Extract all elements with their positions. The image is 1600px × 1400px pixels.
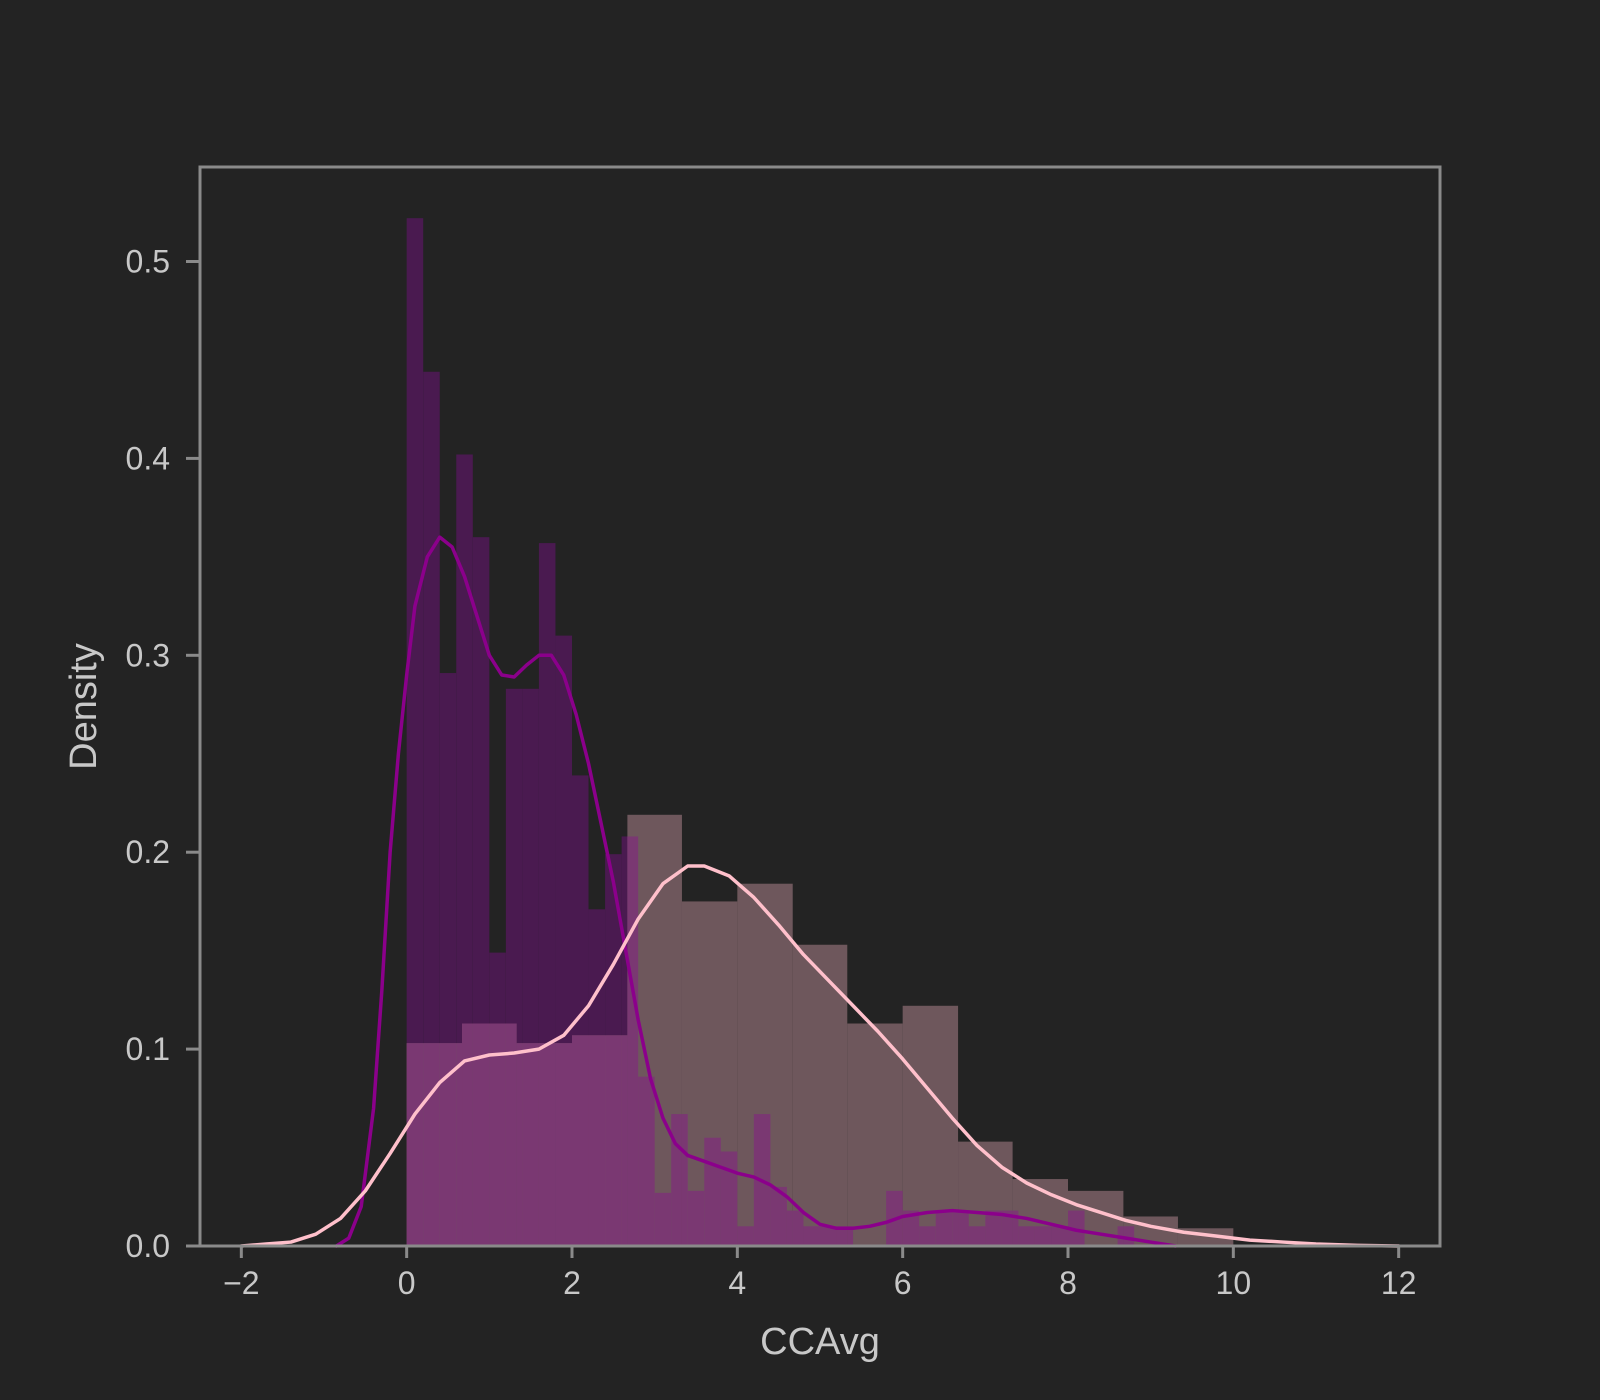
- x-tick-label: 10: [1216, 1265, 1252, 1301]
- x-tick-label: 6: [894, 1265, 912, 1301]
- hist-overlap-10-3: [555, 1043, 572, 1246]
- y-tick-label: 0.1: [126, 1031, 170, 1067]
- kde-curve-2: [239, 864, 1401, 1248]
- hist-overlap-40-12: [1051, 1226, 1068, 1246]
- x-tick-label: 12: [1381, 1265, 1417, 1301]
- hist-overlap-27-9: [847, 1226, 854, 1246]
- hist-overlap-13-4: [605, 1035, 622, 1246]
- kde-curves: [239, 535, 1401, 1248]
- hist-overlap-14-5: [627, 836, 639, 1246]
- hist-overlap-15-5: [638, 1076, 655, 1246]
- hist-overlap-24-8: [792, 1210, 804, 1246]
- hist-overlap-9-3: [538, 1043, 556, 1246]
- histogram-overlap: [406, 836, 1135, 1246]
- hist-bar-s2-8: [792, 944, 848, 1246]
- hist-overlap-16-5: [654, 1192, 672, 1246]
- hist-overlap-34-10: [952, 1210, 959, 1246]
- hist-overlap-12-4: [588, 1035, 606, 1246]
- hist-overlap-32-10: [919, 1226, 936, 1246]
- hist-overlap-38-12: [1018, 1226, 1035, 1246]
- hist-overlap-2-1: [423, 1043, 440, 1246]
- x-tick-label: −2: [223, 1265, 259, 1301]
- hist-overlap-19-6: [704, 1137, 721, 1246]
- hist-overlap-5-2: [472, 1023, 490, 1246]
- hist-overlap-25-8: [803, 1226, 820, 1246]
- hist-overlap-26-8: [820, 1226, 837, 1246]
- hist-overlap-33-10: [935, 1210, 953, 1246]
- x-tick-label: 8: [1059, 1265, 1077, 1301]
- hist-overlap-39-12: [1034, 1226, 1052, 1246]
- y-axis-label: Density: [63, 643, 105, 770]
- hist-overlap-4-1: [456, 1043, 463, 1246]
- hist-overlap-34-11: [958, 1210, 969, 1246]
- hist-overlap-20-6: [720, 1151, 738, 1246]
- hist-overlap-18-6: [687, 1190, 705, 1246]
- hist-overlap-41-13: [1068, 1210, 1085, 1246]
- y-tick-label: 0.0: [126, 1228, 170, 1264]
- y-tick-label: 0.5: [126, 244, 170, 280]
- x-tick-label: 0: [398, 1265, 416, 1301]
- plot-frame: [198, 165, 1442, 1248]
- hist-overlap-37-11: [1001, 1210, 1013, 1246]
- hist-overlap-3-1: [439, 1043, 457, 1246]
- hist-overlap-11-4: [572, 1035, 589, 1246]
- hist-overlap-35-11: [968, 1226, 986, 1246]
- hist-overlap-24-7: [786, 1210, 793, 1246]
- y-tick-label: 0.3: [126, 637, 170, 673]
- hist-overlap-1-1: [406, 1043, 424, 1246]
- hist-overlap-27-8: [836, 1226, 848, 1246]
- x-tick-label: 2: [563, 1265, 581, 1301]
- y-axis: 0.0 0.1 0.2 0.3 0.4 0.5: [126, 244, 200, 1264]
- hist-overlap-8-3: [522, 1043, 539, 1246]
- hist-bar-s2-10: [902, 1005, 959, 1246]
- hist-overlap-21-7: [737, 1226, 754, 1246]
- x-axis: −2 0 2 4 6 8 10 12: [223, 1246, 1416, 1301]
- hist-overlap-7-3: [516, 1043, 523, 1246]
- hist-bar-s1-2: [423, 371, 440, 1246]
- hist-overlap-6-2: [489, 1023, 506, 1246]
- hist-overlap-44-14: [1123, 1226, 1135, 1246]
- histogram-bars: [406, 218, 1234, 1247]
- hist-overlap-37-12: [1012, 1210, 1019, 1246]
- x-axis-label: CCAvg: [760, 1321, 880, 1363]
- hist-overlap-17-5: [671, 1114, 682, 1246]
- kde-curve-1: [334, 535, 1178, 1248]
- hist-overlap-7-2: [505, 1023, 517, 1246]
- hist-overlap-31-10: [902, 1210, 920, 1246]
- x-tick-label: 4: [728, 1265, 746, 1301]
- hist-overlap-4-2: [462, 1023, 473, 1246]
- y-tick-label: 0.4: [126, 440, 170, 476]
- hist-bar-s1-1: [406, 218, 424, 1247]
- hist-overlap-36-11: [985, 1210, 1002, 1246]
- hist-overlap-17-6: [681, 1114, 688, 1246]
- y-tick-label: 0.2: [126, 834, 170, 870]
- hist-overlap-23-7: [770, 1186, 787, 1246]
- hist-overlap-14-4: [621, 1035, 628, 1246]
